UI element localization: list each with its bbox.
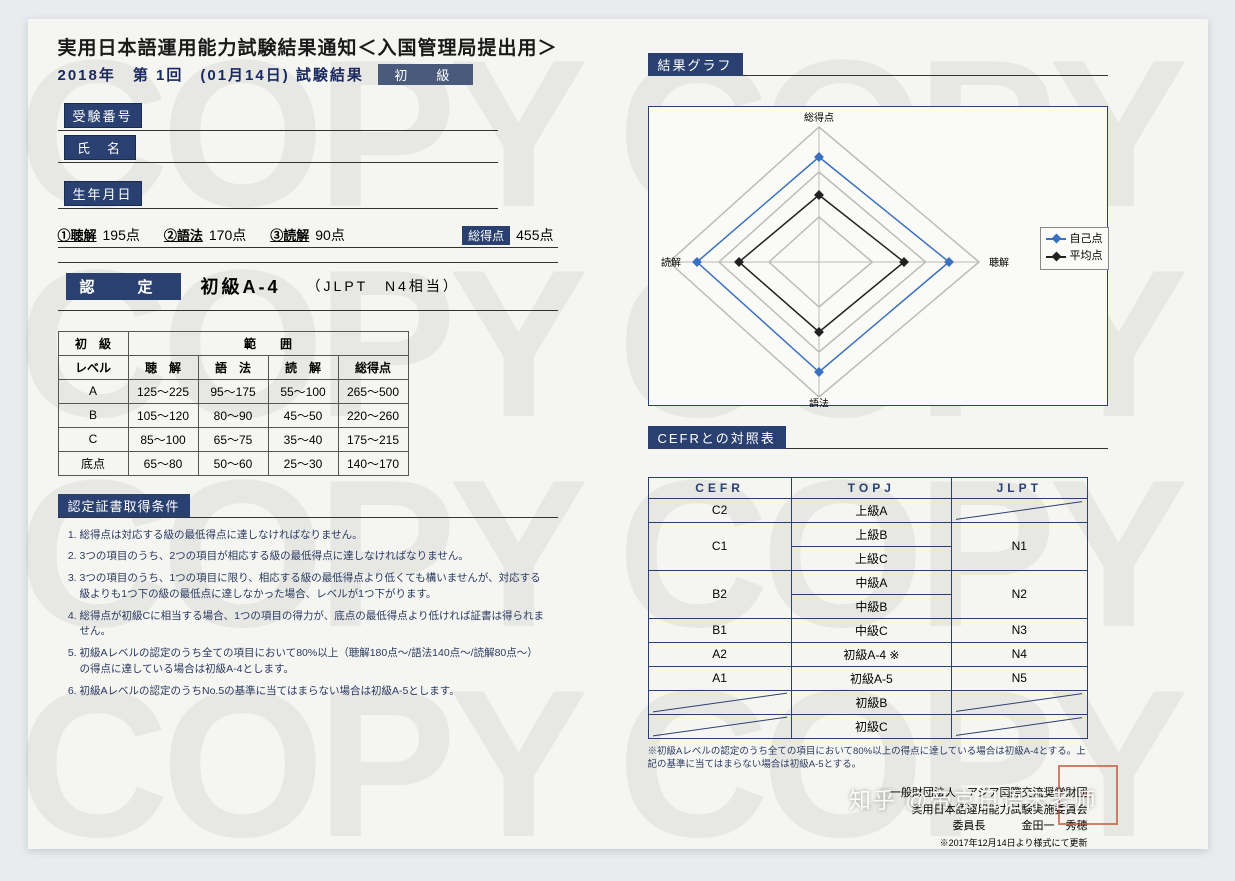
birthdate-label: 生年月日 [64, 181, 142, 206]
legend-self: 自己点 [1046, 231, 1103, 249]
score-total: 総得点 455点 [462, 225, 557, 247]
table-row: 底点65～8050～6025～30140～170 [58, 451, 408, 475]
cefr-notes: ※初級Aレベルの認定のうち全ての項目において80%以上の得点に達している場合は初… [648, 745, 1088, 772]
condition-item: 初級Aレベルの認定のうちNo.5の基準に当てはまらない場合は初級A-5とします。 [80, 684, 548, 700]
conditions-list: 総得点は対応する級の最低得点に達しなければなりません。 3つの項目のうち、2つの項… [58, 528, 548, 700]
svg-text:聴解: 聴解 [989, 256, 1009, 269]
radar-chart: 総得点聴解語法 読解 自己点 平均点 [648, 106, 1108, 406]
svg-text:読解: 読解 [661, 256, 681, 269]
certification-row: 認 定 初級A-4 （JLPT N4相当） [58, 262, 558, 311]
issuer-revision: ※2017年12月14日より様式にて更新 [648, 837, 1088, 851]
table-row: C1上級BN1 [648, 522, 1087, 546]
condition-item: 総得点が初級Cに相当する場合、1つの項目の得力が、底点の最低得点より低ければ証書… [80, 609, 548, 641]
right-panel: 結果グラフ 総得点聴解語法 読解 自己点 平均点 CEFRとの対照表 CEFRTO… [598, 19, 1208, 849]
birthdate-row: 生年月日 [58, 177, 498, 209]
condition-item: 初級Aレベルの認定のうち全ての項目において80%以上（聴解180点～/語法140… [80, 646, 548, 678]
scores-row: ①聴解 195点 ②語法 170点 ③読解 90点 総得点 455点 [58, 225, 558, 248]
certification-value: 初級A-4 [201, 273, 281, 299]
document-page: COPY COPY COPY COPY COPY COPY COPY COPY … [28, 19, 1208, 849]
table-row: 初級B [648, 690, 1087, 714]
range-col: 読 解 [268, 355, 338, 379]
table-row: B1中級CN3 [648, 618, 1087, 642]
chart-legend: 自己点 平均点 [1040, 227, 1109, 270]
range-col: 総得点 [338, 355, 408, 379]
condition-item: 3つの項目のうち、2つの項目が相応する級の最低得点に達しなければなりません。 [80, 549, 548, 565]
table-row: A2初級A-4 ※N4 [648, 642, 1087, 666]
credit-watermark: 知乎 @帝京日语宋老师 [849, 783, 1097, 815]
condition-item: 総得点は対応する級の最低得点に達しなければなりません。 [80, 528, 548, 544]
table-row: 初級C [648, 714, 1087, 738]
name-label: 氏 名 [64, 135, 136, 160]
table-row: A1初級A-5N5 [648, 666, 1087, 690]
range-group-range: 範 囲 [128, 331, 408, 355]
chart-heading: 結果グラフ [648, 53, 743, 76]
table-row: B105～12080～9045～50220～260 [58, 403, 408, 427]
certification-label: 認 定 [66, 273, 181, 300]
name-row: 氏 名 [58, 131, 498, 163]
svg-text:語法: 語法 [809, 397, 829, 407]
score-grammar: ②語法 170点 [164, 225, 266, 247]
cefr-heading: CEFRとの対照表 [648, 426, 786, 449]
table-row: B2中級AN2 [648, 570, 1087, 594]
range-table: 初 級 範 囲 レベル聴 解語 法読 解総得点 A125～22595～17555… [58, 331, 409, 476]
cefr-col: TOPJ [791, 477, 951, 498]
issuer-chair-label: 委員長 [952, 820, 985, 832]
document-title: 実用日本語運用能力試験結果通知＜入国管理局提出用＞ [58, 33, 578, 60]
range-col: 語 法 [198, 355, 268, 379]
score-listening: ①聴解 195点 [58, 225, 160, 247]
certification-note: （JLPT N4相当） [307, 276, 460, 296]
exam-number-row: 受験番号 [58, 99, 498, 131]
range-col: レベル [58, 355, 128, 379]
cefr-table: CEFRTOPJJLPT C2上級AC1上級BN1上級CB2中級AN2中級BB1… [648, 477, 1088, 739]
table-row: A125～22595～17555～100265～500 [58, 379, 408, 403]
cefr-col: JLPT [952, 477, 1087, 498]
table-row: C85～10065～7535～40175～215 [58, 427, 408, 451]
level-tag: 初 級 [378, 64, 473, 85]
cefr-col: CEFR [648, 477, 791, 498]
document-subtitle: 2018年 第 1回 (01月14日) 試験結果 [58, 67, 364, 84]
condition-item: 3つの項目のうち、1つの項目に限り、相応する級の最低得点より低くても構いませんが… [80, 571, 548, 603]
legend-avg: 平均点 [1046, 248, 1103, 266]
range-col: 聴 解 [128, 355, 198, 379]
svg-text:総得点: 総得点 [804, 111, 834, 124]
exam-number-label: 受験番号 [64, 103, 142, 128]
table-row: C2上級A [648, 498, 1087, 522]
left-panel: 実用日本語運用能力試験結果通知＜入国管理局提出用＞ 2018年 第 1回 (01… [28, 19, 598, 849]
range-group-level: 初 級 [58, 331, 128, 355]
score-reading: ③読解 90点 [270, 225, 365, 247]
conditions-heading: 認定証書取得条件 [58, 494, 190, 518]
